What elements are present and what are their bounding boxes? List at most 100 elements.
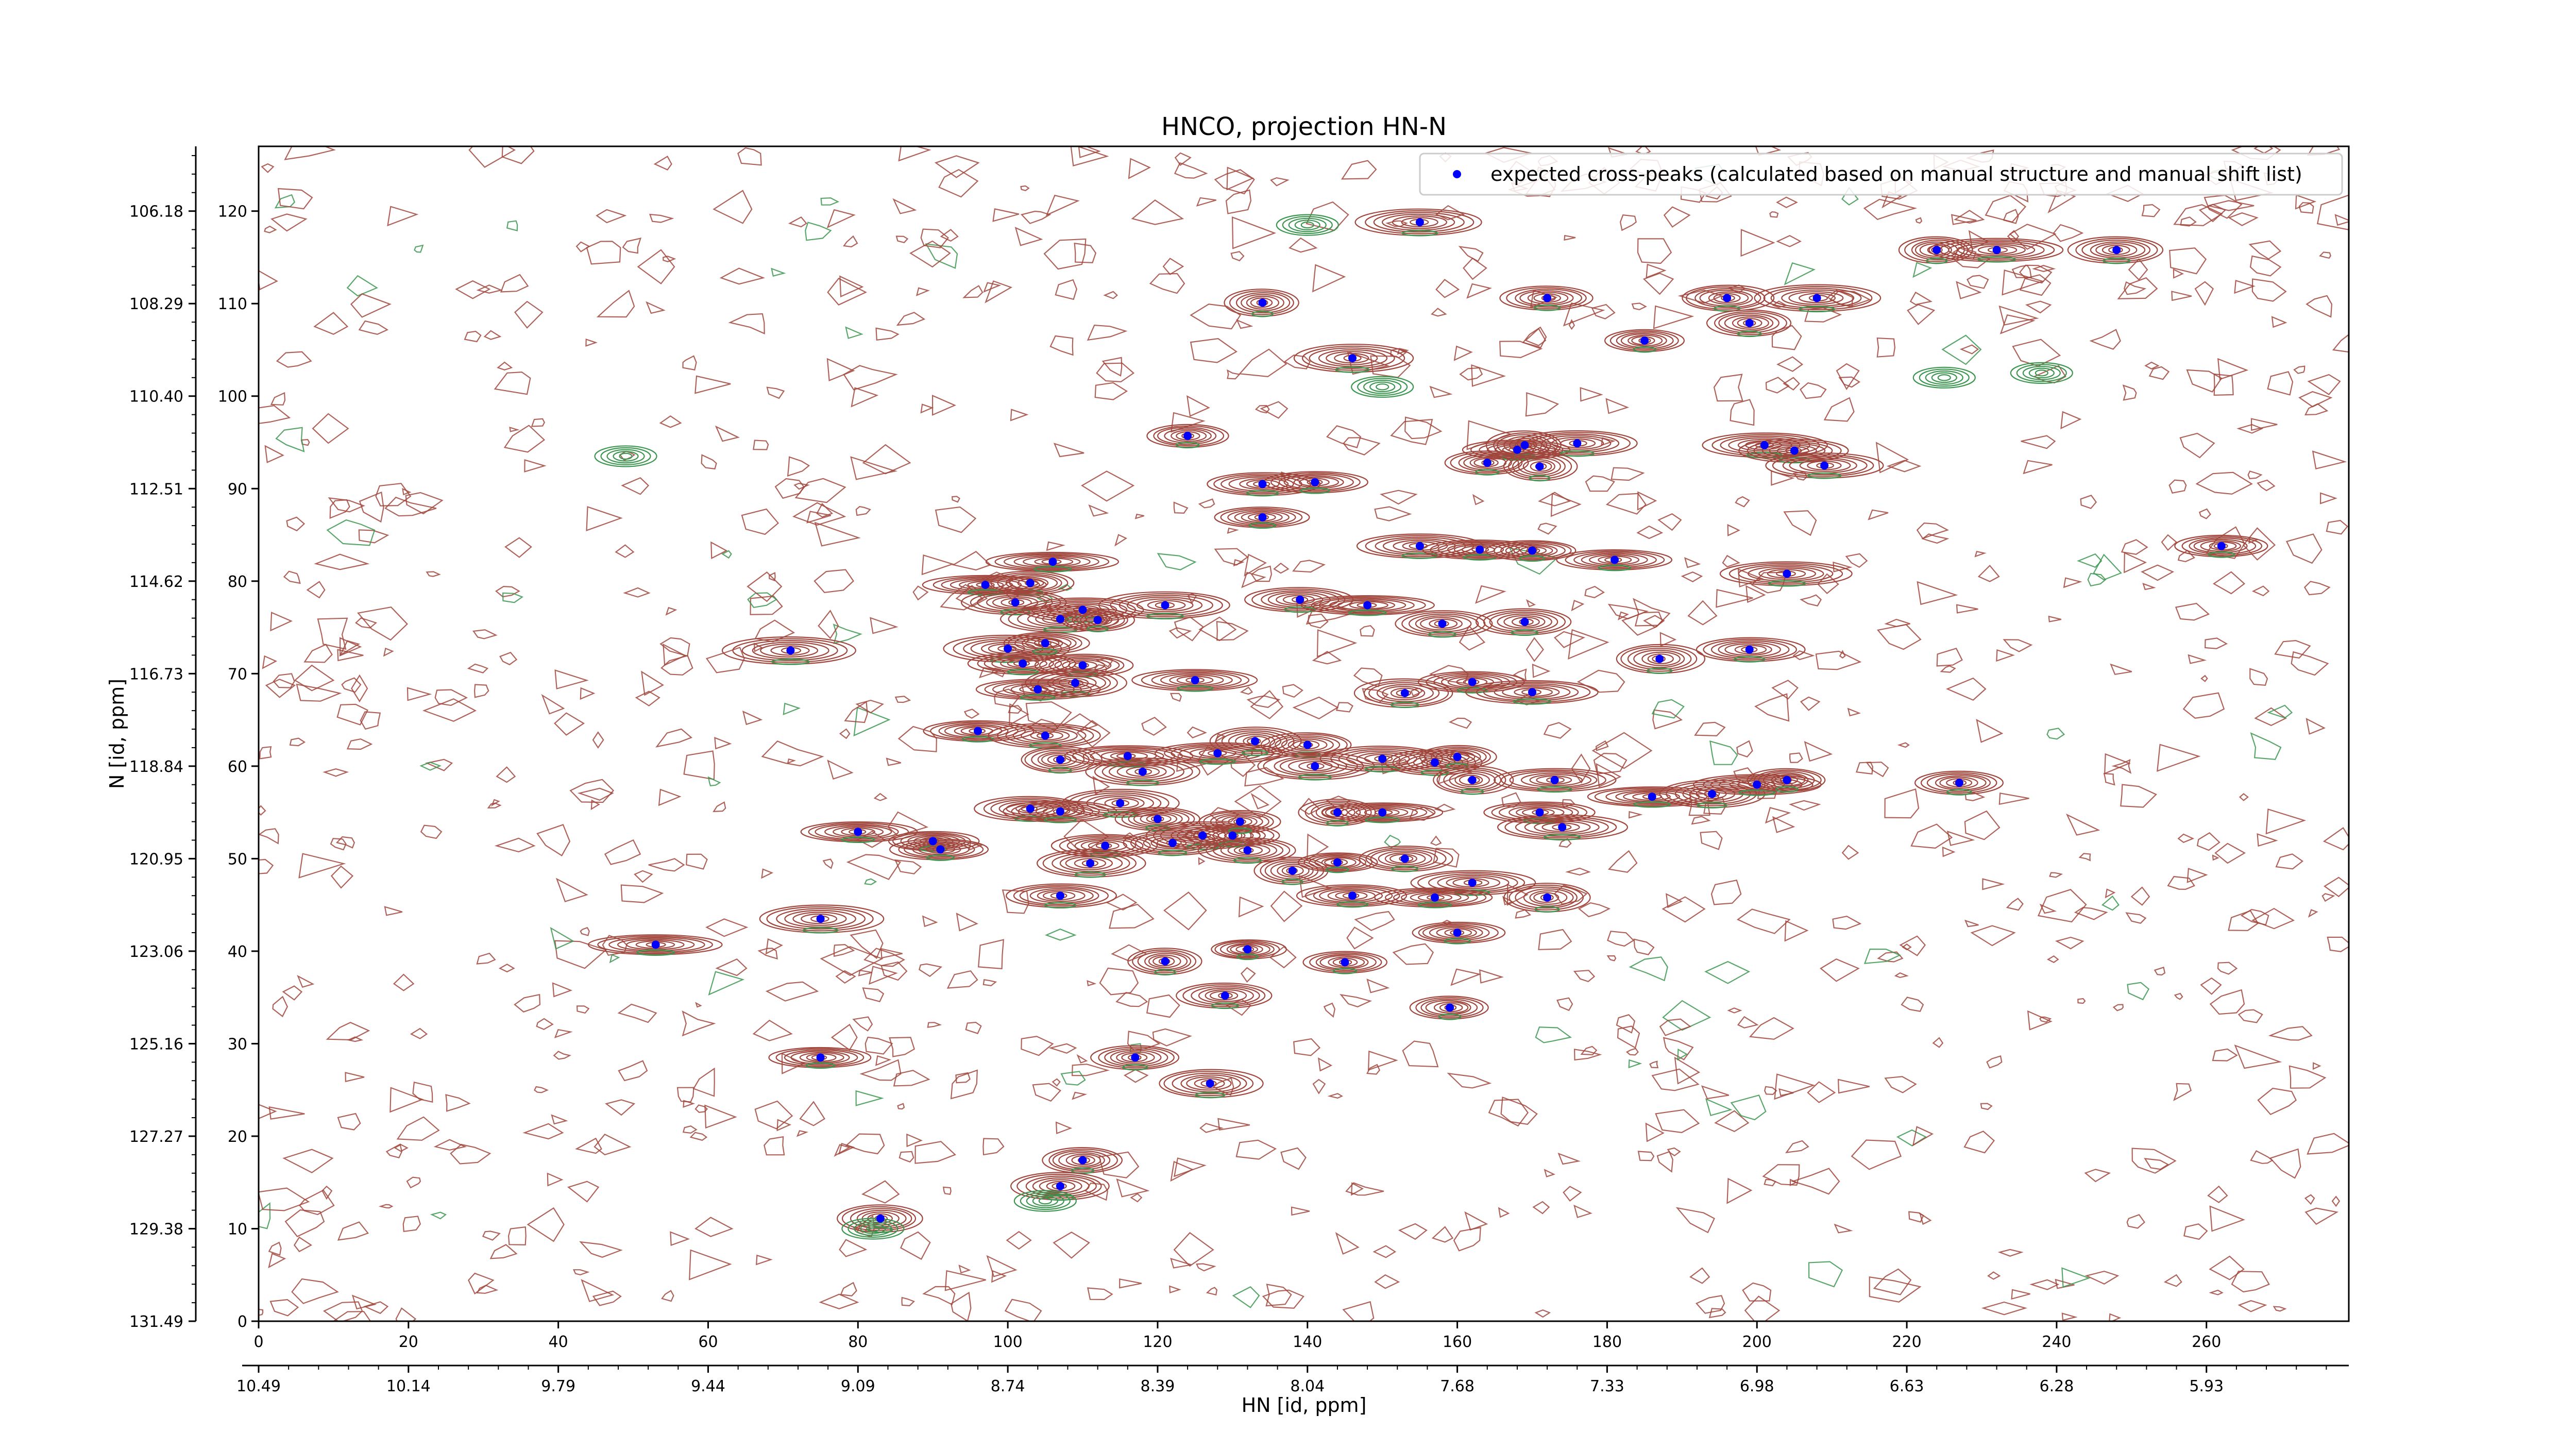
noise-contour [710,541,728,560]
noise-contour [919,963,943,978]
noise-contour [1783,510,1817,536]
noise-contour [1282,684,1303,698]
noise-contour [1335,1232,1360,1255]
peak-contour [1967,244,2026,256]
negative-peak-contour [1533,305,1561,311]
negative-peak-contour [1032,648,1058,655]
peak-contour [1581,553,1648,567]
noise-contour [922,1286,956,1306]
noise-contour [1260,401,1289,419]
noise-contour [1704,961,1751,984]
peak-contour [1429,618,1458,629]
noise-contour [1170,693,1182,702]
peak-contour [741,639,838,661]
noise-contour [259,1104,277,1119]
noise-contour [1772,816,1795,833]
peak-contour [1276,593,1324,606]
noise-contour [2142,582,2156,591]
noise-contour [1652,709,1683,730]
noise-contour [1004,1299,1042,1321]
noise-contour [1823,397,1855,422]
noise-contour [1663,206,1691,228]
peak-contour [1422,924,1490,941]
noise-contour [719,267,765,285]
peak-contour [1518,457,1561,476]
noise-contour [2093,553,2122,581]
noise-contour [1395,759,1409,767]
noise-contour [2285,533,2323,564]
peak-contour [1694,288,1761,308]
cross-peak-marker [1348,354,1357,363]
peak-contour [1046,1181,1076,1191]
peak-contour [2189,537,2257,555]
noise-contour [270,392,286,406]
noise-contour [527,1207,565,1242]
peak-contour [1250,297,1273,308]
peak-contour [1502,686,1560,698]
noise-contour [1526,599,1536,608]
negative-peak-contour [1738,789,1776,796]
noise-contour [983,282,1002,293]
noise-contour [2167,875,2195,890]
noise-contour [694,1104,708,1113]
cross-peak-marker [1708,789,1716,798]
peak-contour [1402,541,1439,551]
noise-contour [1981,1301,2028,1316]
noise-contour [2304,403,2329,415]
peak-contour [1153,425,1225,447]
noise-contour [2306,718,2326,735]
cross-peak-marker [1311,478,1319,486]
noise-contour [268,1106,305,1120]
peak-contour [1141,670,1250,690]
noise-contour [264,225,277,233]
noise-contour [2121,539,2148,555]
negative-peak-contour [926,854,955,861]
noise-contour [788,216,807,228]
noise-contour [792,502,846,526]
noise-contour [581,1279,615,1302]
noise-contour [272,996,289,1018]
noise-contour [1366,1064,1380,1075]
noise-contour [1662,896,1706,923]
noise-contour [766,386,785,399]
peak-contour [1205,989,1247,1002]
noise-contour [943,1186,952,1195]
noise-contour [1674,1056,1701,1085]
noise-contour [822,858,834,869]
peak-contour [766,906,874,932]
noise-contour [2195,471,2253,495]
peak-contour [1509,437,1543,452]
peak-contour [1068,790,1170,816]
noise-contour [694,1217,734,1237]
peak-contour [1771,774,1806,786]
peak-contour [784,1049,858,1066]
noise-contour [1471,364,1506,387]
noise-contour [1851,1139,1902,1170]
noise-contour [846,854,902,880]
peak-contour [1799,459,1851,472]
noise-contour [1537,523,1557,535]
negative-peak-contour [1737,330,1762,338]
noise-contour [1976,719,2004,743]
cross-peak-marker [1131,1053,1140,1062]
noise-contour [1087,980,1097,987]
peak-contour [1498,804,1579,821]
noise-contour [897,1103,905,1110]
noise-contour [844,701,868,723]
peak-contour [1016,1173,1102,1199]
peak-contour [1532,433,1620,453]
peak-contour [1293,740,1320,750]
noise-contour [1119,1278,1142,1289]
peak-contour [933,576,1040,594]
noise-contour [1323,1002,1336,1018]
cross-peak-marker [1101,841,1110,850]
negative-peak-contour [1087,626,1109,632]
noise-contour [2298,391,2333,408]
noise-contour [901,1296,916,1307]
noise-contour [1163,891,1207,931]
cross-peak-marker [1168,838,1177,847]
negative-peak-contour [1074,871,1106,878]
noise-contour [1404,416,1443,440]
peak-contour [1150,836,1195,850]
noise-contour [1044,928,1077,941]
